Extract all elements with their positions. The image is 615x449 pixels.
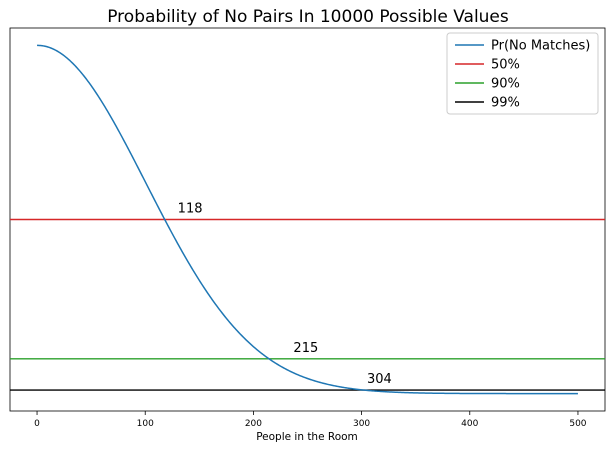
x-tick-label-3: 200 bbox=[245, 419, 262, 429]
x-tick-label-5: 400 bbox=[461, 419, 478, 429]
x-tick-label-2: 100 bbox=[137, 419, 154, 429]
x-tick-label-1: 0 bbox=[34, 419, 40, 429]
x-tick-label-6: 500 bbox=[569, 419, 586, 429]
legend-label-2: 50% bbox=[491, 58, 520, 73]
annotations: 118 215 304 bbox=[178, 202, 392, 388]
x-axis-label: People in the Room bbox=[256, 431, 358, 443]
legend-box bbox=[446, 32, 599, 115]
annotation-2: 215 bbox=[293, 341, 318, 356]
series-lines bbox=[37, 44, 578, 395]
annotation-1: 118 bbox=[178, 202, 203, 217]
chart-title: Probability of No Pairs In 10000 Possibl… bbox=[107, 7, 509, 27]
x-tick-label-4: 300 bbox=[353, 419, 370, 429]
legend-label-3: 90% bbox=[491, 77, 520, 92]
legend-label-4: 99% bbox=[491, 96, 520, 111]
x-axis: 0 100 200 300 400 500 bbox=[34, 411, 587, 429]
annotation-3: 304 bbox=[367, 372, 392, 387]
series-line-1 bbox=[37, 44, 578, 395]
legend-label-1: Pr(No Matches) bbox=[491, 39, 590, 54]
reference-lines bbox=[10, 218, 605, 391]
legend: Pr(No Matches) 50% 90% 99% bbox=[446, 32, 599, 115]
